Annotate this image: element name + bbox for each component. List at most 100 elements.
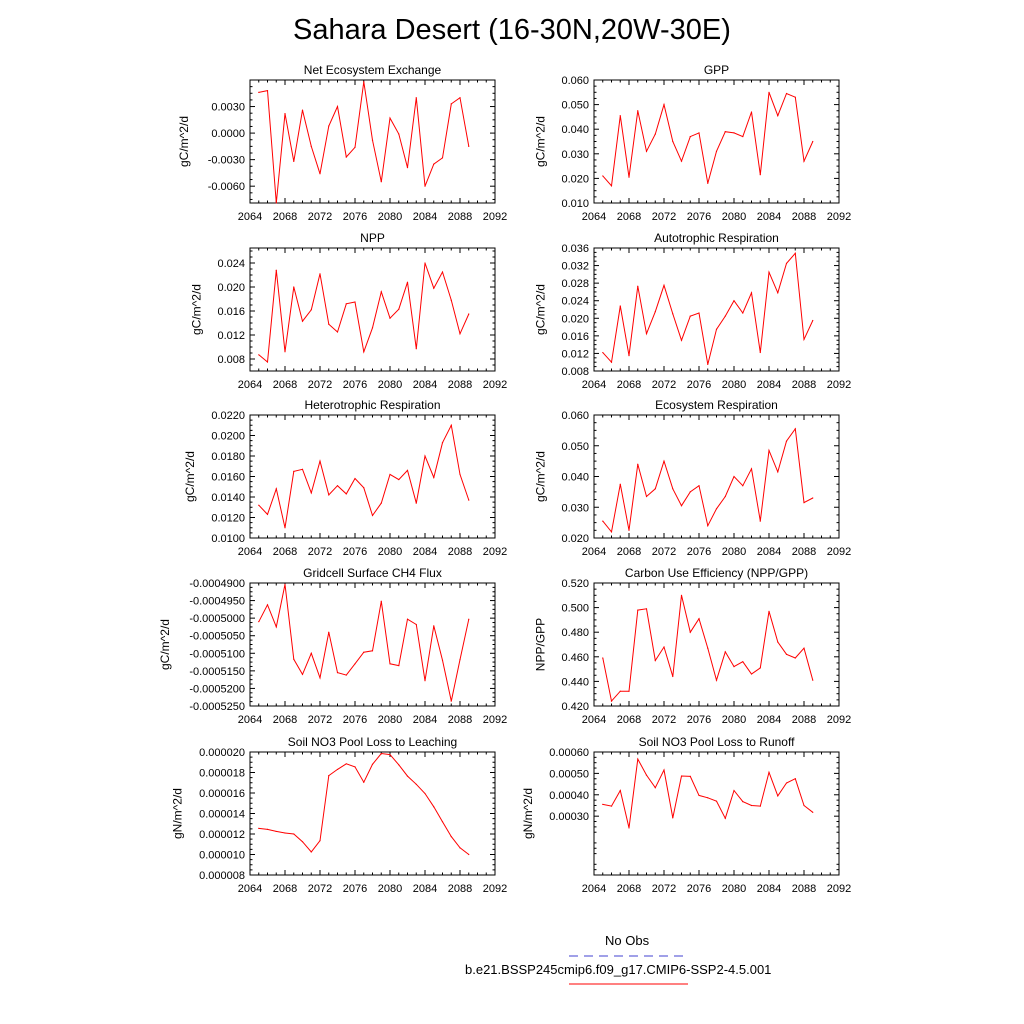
data-point <box>733 300 735 302</box>
x-tick-label: 2064 <box>582 211 606 223</box>
series-line <box>602 92 814 187</box>
data-point <box>610 361 613 363</box>
data-point <box>354 146 356 148</box>
x-tick-label: 2080 <box>722 546 746 558</box>
y-axis-label: gC/m^2/d <box>177 116 191 167</box>
panel-title: Gridcell Surface CH4 Flux <box>303 566 442 580</box>
y-tick-label: -0.0030 <box>208 155 245 167</box>
series-line <box>258 752 470 855</box>
data-point <box>759 520 761 522</box>
x-tick-label: 2072 <box>308 211 332 223</box>
data-point <box>610 700 613 702</box>
data-point <box>619 789 621 792</box>
x-tick-label: 2080 <box>722 714 746 726</box>
data-point <box>406 167 409 169</box>
data-point <box>707 525 709 527</box>
data-point <box>663 104 665 106</box>
data-point <box>450 299 452 301</box>
y-tick-label: 0.0100 <box>211 533 245 545</box>
x-tick-label: 2064 <box>582 379 606 391</box>
figure-title: Sahara Desert (16-30N,20W-30E) <box>293 14 731 46</box>
panel-title: Heterotrophic Respiration <box>304 398 440 412</box>
x-tick-label: 2092 <box>483 211 507 223</box>
data-point <box>398 478 400 481</box>
x-tick-label: 2088 <box>448 883 472 895</box>
x-tick-label: 2072 <box>308 714 332 726</box>
y-tick-label: -0.0004900 <box>189 578 245 590</box>
data-point <box>363 487 365 489</box>
data-point <box>724 495 726 498</box>
y-tick-label: 0.040 <box>561 124 589 136</box>
x-tick-label: 2088 <box>792 211 816 223</box>
data-point <box>284 832 286 834</box>
data-point <box>689 775 691 777</box>
x-tick-label: 2092 <box>827 211 851 223</box>
series-line <box>602 757 814 829</box>
x-tick-label: 2076 <box>687 714 711 726</box>
y-axis-label: gC/m^2/d <box>190 284 204 335</box>
y-tick-label: 0.016 <box>217 306 245 318</box>
data-point <box>794 778 796 780</box>
series-line <box>602 427 814 534</box>
x-tick-label: 2068 <box>617 379 641 391</box>
y-tick-label: 0.008 <box>217 354 245 366</box>
data-point <box>777 471 779 473</box>
x-tick-label: 2072 <box>652 379 676 391</box>
series-line <box>258 262 470 363</box>
data-point <box>654 133 656 135</box>
x-tick-label: 2068 <box>617 714 641 726</box>
data-point <box>258 621 260 623</box>
data-point <box>363 81 365 83</box>
data-point <box>698 794 700 797</box>
data-point <box>293 658 295 660</box>
x-tick-label: 2084 <box>413 211 437 223</box>
data-point <box>389 317 391 319</box>
data-point <box>759 805 761 807</box>
data-point <box>371 514 374 517</box>
y-tick-label: 0.0030 <box>211 102 245 114</box>
data-point <box>663 460 665 462</box>
data-point <box>680 160 683 162</box>
y-tick-label: 0.000008 <box>199 870 245 882</box>
x-tick-label: 2076 <box>343 714 367 726</box>
data-point <box>328 631 330 633</box>
x-tick-label: 2092 <box>483 379 507 391</box>
x-tick-label: 2064 <box>238 211 262 223</box>
y-tick-label: 0.012 <box>217 330 245 342</box>
x-tick-label: 2068 <box>273 379 297 391</box>
data-point <box>441 821 444 823</box>
x-tick-label: 2064 <box>238 883 262 895</box>
panel-heterotrophic-respiration: Heterotrophic Respiration 2064 2068 2072 207… <box>183 398 507 558</box>
y-tick-label: 0.0000 <box>211 128 245 140</box>
data-point <box>345 303 347 305</box>
data-point <box>328 494 330 496</box>
data-point <box>301 109 304 111</box>
data-point <box>328 125 330 127</box>
panel-title: NPP <box>360 231 385 245</box>
data-point <box>266 90 269 92</box>
x-tick-label: 2064 <box>582 883 606 895</box>
data-point <box>345 493 347 495</box>
data-point <box>733 789 735 792</box>
panel-net-ecosystem-exchange: Net Ecosystem Exchange 2064 2068 2072 2076 20… <box>177 63 507 223</box>
panel-title: Carbon Use Efficiency (NPP/GPP) <box>625 566 808 580</box>
data-point <box>389 473 391 476</box>
data-point <box>672 313 674 315</box>
data-point <box>398 308 400 310</box>
data-point <box>284 113 286 115</box>
data-point <box>398 133 400 135</box>
data-point <box>301 841 304 843</box>
data-point <box>602 803 604 806</box>
y-tick-label: 0.060 <box>561 410 589 422</box>
data-point <box>759 174 761 176</box>
y-tick-label: 0.00060 <box>549 747 589 759</box>
data-point <box>663 284 665 286</box>
data-point <box>637 110 639 112</box>
y-tick-label: 0.050 <box>561 441 589 453</box>
x-tick-label: 2080 <box>378 714 402 726</box>
x-tick-label: 2068 <box>273 211 297 223</box>
y-tick-label: 0.00030 <box>549 811 589 823</box>
y-tick-label: 0.0140 <box>211 492 245 504</box>
y-tick-label: 0.500 <box>561 603 589 615</box>
y-tick-label: -0.0005250 <box>189 701 245 713</box>
